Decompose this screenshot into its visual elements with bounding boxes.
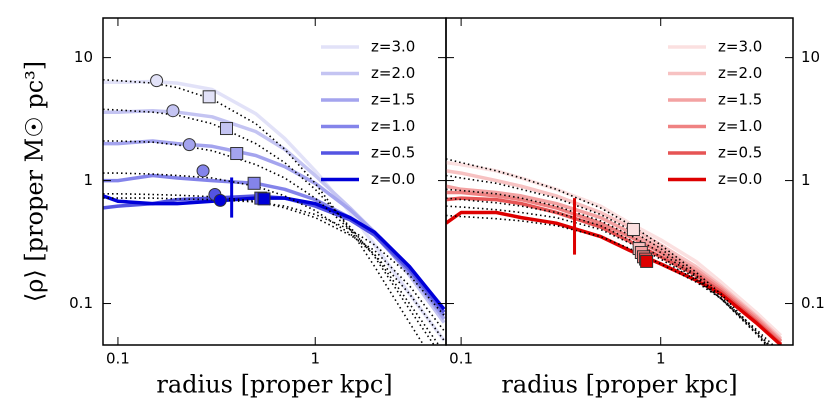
legend-label: z=1.5: [371, 91, 415, 109]
legend-label: z=1.5: [718, 91, 762, 109]
legend-label: z=0.0: [718, 170, 762, 188]
legend-label: z=2.0: [371, 64, 415, 82]
y-tick-label: 1: [801, 171, 811, 189]
circle-marker: [213, 193, 227, 207]
x-tick-label: 1: [310, 350, 320, 368]
square-marker: [257, 192, 271, 206]
plot-area: [103, 74, 446, 345]
profile-line: [103, 194, 446, 314]
plot-area: [446, 158, 783, 345]
x-tick-label: 0.1: [106, 350, 130, 368]
profile-line: [446, 210, 783, 345]
x-axis-label: radius [proper kpc]: [501, 371, 737, 399]
circle-marker: [166, 104, 180, 118]
legend-label: z=1.0: [371, 117, 415, 135]
fit-line: [103, 193, 445, 332]
fit-line: [446, 158, 770, 345]
x-axis-label: radius [proper kpc]: [156, 371, 392, 399]
square-marker: [202, 90, 216, 104]
legend-label: z=3.0: [371, 38, 415, 56]
profile-line: [446, 160, 783, 337]
circle-marker: [150, 74, 164, 88]
square-marker: [230, 147, 244, 161]
y-tick-label: 0.1: [69, 294, 93, 312]
fit-line: [103, 108, 436, 345]
square-marker: [640, 254, 654, 268]
square-marker: [626, 223, 640, 237]
fit-line: [103, 140, 440, 345]
axes-frame: [445, 17, 794, 346]
legend-label: z=2.0: [718, 64, 762, 82]
fit-line: [103, 79, 425, 345]
fit-line: [446, 197, 769, 345]
square-marker: [247, 176, 261, 190]
circle-marker: [182, 138, 196, 152]
fit-line: [446, 174, 768, 345]
legend-label: z=3.0: [718, 38, 762, 56]
y-tick-label: 10: [74, 48, 93, 66]
legend-label: z=0.0: [371, 170, 415, 188]
profile-line: [103, 79, 446, 342]
square-marker: [219, 122, 233, 136]
y-tick-label: 1: [83, 171, 93, 189]
x-tick-label: 0.1: [449, 350, 473, 368]
profile-line: [103, 139, 446, 320]
legend-label: z=1.0: [718, 117, 762, 135]
circle-marker: [196, 164, 210, 178]
y-tick-label: 0.1: [801, 294, 825, 312]
legend-label: z=0.5: [718, 144, 762, 162]
fit-line: [446, 214, 775, 345]
x-tick-label: 1: [656, 350, 666, 368]
y-axis-label: ⟨ρ⟩ [proper M☉ pc³]: [21, 61, 49, 302]
profile-line: [103, 194, 446, 311]
y-tick-label: 10: [801, 48, 820, 66]
legend-label: z=0.5: [371, 144, 415, 162]
